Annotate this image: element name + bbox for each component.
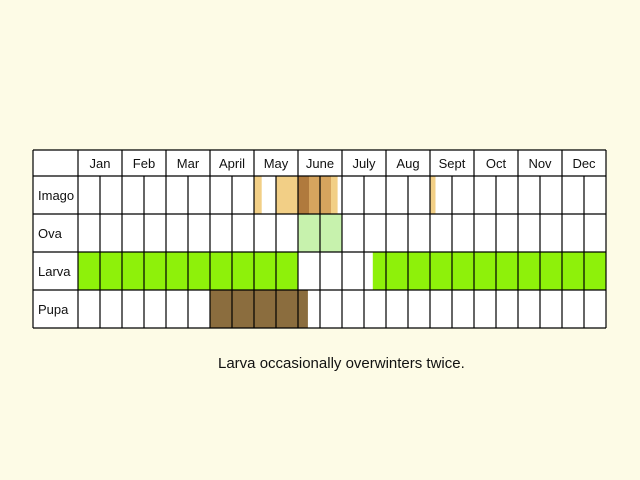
month-label: Jan	[90, 156, 111, 171]
stage-label: Imago	[38, 188, 74, 203]
month-label: Dec	[572, 156, 596, 171]
period-band-imago-0	[254, 176, 262, 214]
period-band-imago-5	[430, 176, 436, 214]
stage-label: Ova	[38, 226, 63, 241]
month-label: April	[219, 156, 245, 171]
month-label: June	[306, 156, 334, 171]
period-band-imago-2	[298, 176, 309, 214]
period-band-larva-1	[372, 252, 606, 290]
month-label: July	[352, 156, 376, 171]
period-band-imago-1	[276, 176, 298, 214]
month-label: Mar	[177, 156, 200, 171]
month-label: Oct	[486, 156, 507, 171]
calendar-grid	[32, 149, 607, 329]
stage-label: Pupa	[38, 302, 69, 317]
month-label: Aug	[396, 156, 419, 171]
overwinter-note: Larva occasionally overwinters twice.	[218, 355, 465, 372]
period-band-pupa-0	[210, 290, 308, 328]
stage-label: Larva	[38, 264, 71, 279]
month-label: May	[264, 156, 289, 171]
month-label: Feb	[133, 156, 155, 171]
labels: Jan Feb Mar April May June July Aug Sept Oct Nov De…	[38, 156, 596, 317]
month-label: Sept	[439, 156, 466, 171]
month-label: Nov	[528, 156, 552, 171]
period-band-imago-4	[331, 176, 338, 214]
